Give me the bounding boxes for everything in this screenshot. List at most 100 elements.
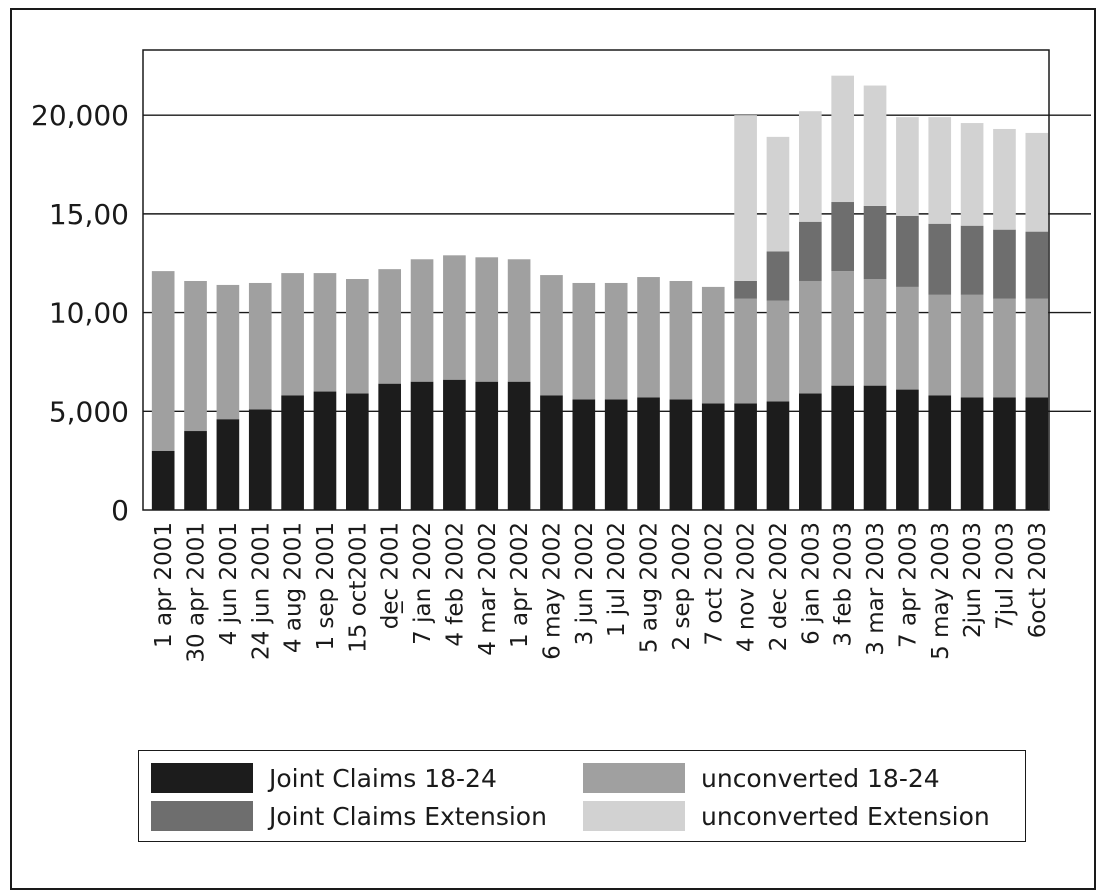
x-tick-label: 6 jan 2003	[798, 522, 824, 645]
x-tick-label: 5 may 2003	[928, 522, 954, 660]
x-tick-label: 15 oct2001	[345, 522, 371, 653]
bar-segment	[798, 221, 822, 281]
legend-label: Joint Claims 18-24	[269, 763, 497, 793]
bar-segment	[960, 225, 984, 295]
bar-segment	[216, 284, 240, 420]
bar-segment	[184, 280, 207, 432]
bar-segment	[798, 111, 822, 222]
bar-segment	[960, 294, 984, 398]
bar-segment	[734, 115, 757, 281]
bar-segment	[798, 393, 822, 510]
x-tick-label: 4 feb 2002	[442, 522, 468, 647]
bar-segment	[410, 381, 434, 510]
bar-segment	[734, 298, 757, 404]
bar-segment	[281, 273, 304, 396]
bar-segment	[443, 255, 466, 380]
y-axis: 0 5,000 10,00 15,00 20,000	[31, 99, 129, 527]
legend-swatch	[583, 763, 685, 793]
bar-segment	[993, 298, 1016, 398]
bar-segment	[960, 123, 984, 226]
bar-segment	[507, 381, 531, 510]
bar-segment	[345, 279, 369, 394]
bar-segment	[831, 271, 855, 386]
plot-border	[142, 49, 1050, 511]
bar-segment	[798, 280, 822, 394]
y-tick-label: 10,00	[49, 297, 129, 330]
bar-segment	[443, 379, 466, 510]
bar-segment	[928, 294, 952, 396]
bar-segment	[831, 202, 855, 272]
bar-segment	[993, 128, 1016, 230]
x-tick-label: 6 may 2002	[539, 522, 565, 660]
bar-segment	[475, 257, 499, 382]
x-tick-label: 4 jun 2001	[216, 522, 242, 645]
legend-swatch	[583, 801, 685, 831]
bar-segment	[928, 395, 952, 510]
bar-segment	[1025, 397, 1049, 510]
bar-segment	[669, 399, 693, 510]
x-tick-label: 6oct 2003	[1025, 522, 1051, 638]
legend-item: unconverted 18-24	[583, 761, 940, 795]
bar-segment	[766, 136, 790, 252]
bar-segment	[637, 277, 660, 398]
bar-segment	[572, 399, 596, 510]
bar-segment	[701, 286, 725, 404]
x-tick-label: 7jul 2003	[992, 522, 1018, 630]
bar-segment	[248, 409, 272, 510]
y-tick-label: 5,000	[49, 395, 129, 428]
bar-segment	[313, 273, 337, 392]
bar-segment	[896, 286, 919, 390]
bar-segment	[540, 395, 563, 510]
bar-segment	[734, 403, 757, 510]
x-tick-label: 2jun 2003	[960, 522, 986, 638]
bar-segment	[734, 280, 757, 299]
bar-segment	[863, 279, 887, 386]
bar-segment	[928, 223, 952, 295]
x-tick-label: 3 feb 2003	[831, 522, 857, 647]
bar-segment	[540, 275, 563, 396]
bar-segment	[184, 431, 207, 510]
x-tick-label: 2 sep 2002	[669, 522, 695, 651]
bar-segment	[345, 393, 369, 510]
x-tick-label: 7 jan 2002	[410, 522, 436, 645]
bar-segment	[766, 401, 790, 510]
bar-segment	[993, 229, 1016, 299]
legend-item: Joint Claims 18-24	[151, 761, 497, 795]
bar-segment	[896, 117, 919, 216]
x-tick-label: 1 jul 2002	[604, 522, 630, 637]
legend: Joint Claims 18-24 unconverted 18-24 Joi…	[138, 750, 1026, 842]
figure-frame: 0 5,000 10,00 15,00 20,000 1 apr 2001 30 apr …	[10, 8, 1096, 890]
bar-segment	[1025, 298, 1049, 398]
bar-segment	[993, 397, 1016, 510]
y-tick-label: 0	[111, 494, 129, 527]
y-tick-label: 20,000	[31, 99, 129, 132]
bar-segment	[960, 397, 984, 510]
legend-label: Joint Claims Extension	[269, 801, 547, 831]
x-tick-label: 4 mar 2002	[475, 522, 501, 656]
bar-segment	[151, 450, 175, 510]
bar-segment	[669, 280, 693, 400]
x-tick-label: 4 aug 2001	[281, 522, 307, 653]
bar-segment	[863, 205, 887, 280]
x-tick-label: 3 mar 2003	[863, 522, 889, 656]
bar-segment	[863, 385, 887, 510]
bar-segment	[766, 251, 790, 301]
bar-segment	[281, 395, 304, 510]
bar-segment	[378, 383, 402, 510]
legend-swatch	[151, 763, 253, 793]
bar-segment	[248, 282, 272, 410]
stacked-bar-chart: 0 5,000 10,00 15,00 20,000 1 apr 2001 30 apr …	[31, 49, 1091, 663]
bar-segment	[475, 381, 499, 510]
legend-item: unconverted Extension	[583, 799, 990, 833]
x-tick-label: 1 sep 2001	[313, 522, 339, 651]
bar-segment	[604, 282, 628, 400]
legend-label: unconverted Extension	[701, 801, 990, 831]
y-tick-label: 15,00	[49, 198, 129, 231]
bar-segment	[863, 85, 887, 206]
bar-segment	[1025, 231, 1049, 299]
bar-segment	[151, 271, 175, 451]
bar-segment	[928, 117, 952, 224]
bar-segment	[216, 419, 240, 510]
x-axis: 1 apr 2001 30 apr 2001 4 jun 2001 24 jun 20…	[151, 522, 1051, 663]
bar-segment	[766, 300, 790, 402]
